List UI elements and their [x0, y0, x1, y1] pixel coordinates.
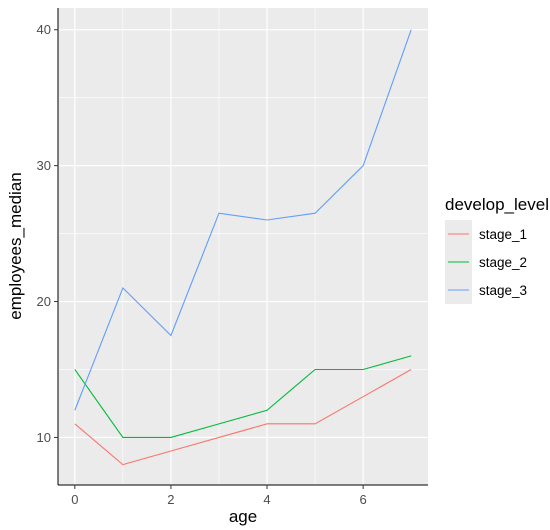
legend-title: develop_level	[445, 195, 549, 214]
y-tick-label: 40	[37, 22, 51, 37]
y-tick-label: 10	[37, 430, 51, 445]
x-tick-label: 0	[71, 492, 78, 507]
axes	[57, 8, 428, 486]
series-line-stage_1	[74, 369, 412, 466]
y-tick-label: 30	[37, 158, 51, 173]
legend-label-stage_1: stage_1	[479, 227, 527, 242]
plot-panel	[58, 8, 428, 485]
series-line-stage_3	[74, 29, 412, 411]
series-line-stage_2	[74, 355, 412, 438]
legend-label-stage_3: stage_3	[479, 283, 527, 298]
legend: develop_level stage_1 stage_2 stage_3	[445, 195, 549, 304]
x-axis-ticks: 0 2 4 6	[71, 485, 367, 507]
major-gridlines	[58, 8, 428, 485]
x-axis-title: age	[229, 507, 257, 526]
x-tick-label: 6	[360, 492, 367, 507]
x-tick-label: 2	[167, 492, 174, 507]
series-lines	[74, 29, 412, 466]
y-tick-label: 20	[37, 294, 51, 309]
minor-gridlines	[58, 8, 428, 485]
x-tick-label: 4	[263, 492, 270, 507]
legend-label-stage_2: stage_2	[479, 255, 527, 270]
y-axis-ticks: 10 20 30 40	[37, 22, 58, 445]
y-axis-title: employees_median	[6, 172, 25, 319]
